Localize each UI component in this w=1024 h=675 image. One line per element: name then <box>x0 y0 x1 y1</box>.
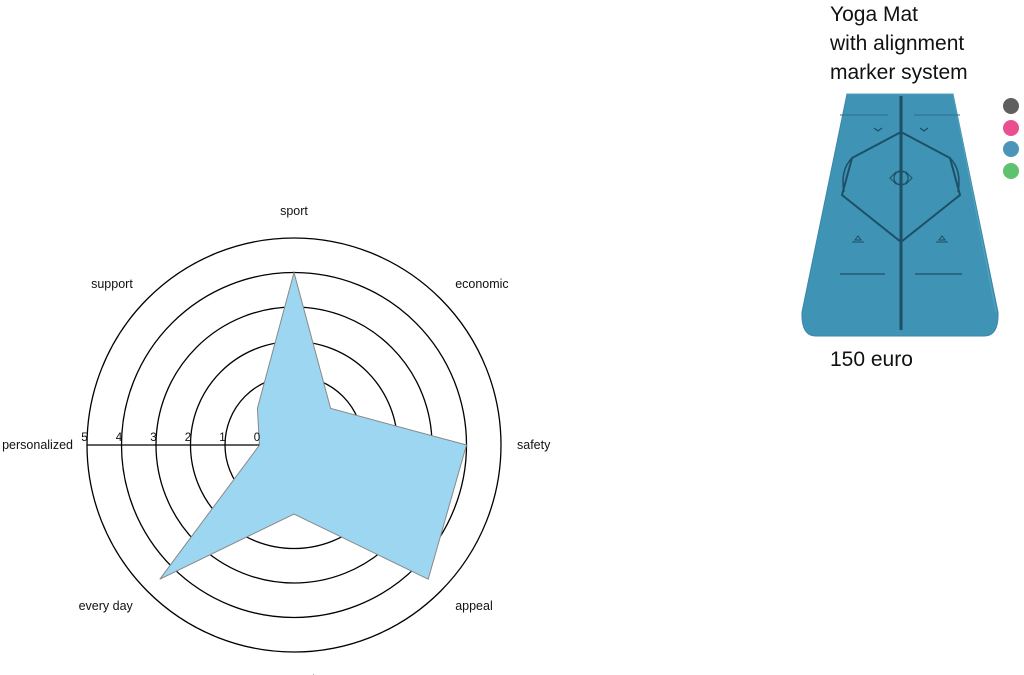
product-title-line: with alignment <box>830 32 965 55</box>
product-title: Yoga Mat with alignment marker system <box>830 0 1020 87</box>
axis-label-support: support <box>91 277 133 291</box>
yoga-mat-image <box>801 93 999 337</box>
swatch-dark-gray[interactable] <box>1003 98 1019 114</box>
product-title-line: Yoga Mat <box>830 3 918 26</box>
axis-label-pregnants: pregnants <box>266 672 322 675</box>
mat-edge <box>847 93 997 313</box>
axis-label-appeal: appeal <box>455 599 493 613</box>
swatch-blue[interactable] <box>1003 141 1019 157</box>
radar-chart: 0 1 2 3 4 5 sport economic safety appeal pregnant… <box>2 204 551 675</box>
radar-tick-labels: 0 1 2 3 4 5 <box>81 432 260 444</box>
swatch-pink[interactable] <box>1003 119 1019 136</box>
axis-label-sport: sport <box>280 204 308 218</box>
tick-label-2: 2 <box>185 432 191 444</box>
product-title-line: marker system <box>830 61 968 84</box>
tick-label-3: 3 <box>150 432 156 444</box>
swatch-green[interactable] <box>1003 162 1019 179</box>
axis-label-safety: safety <box>517 438 551 452</box>
tick-label-5: 5 <box>81 432 87 444</box>
radar-axis-labels: sport economic safety appeal pregnants every … <box>2 204 551 675</box>
tick-label-1: 1 <box>219 432 225 444</box>
series-area <box>159 270 468 580</box>
product-price: 150 euro <box>830 348 913 371</box>
color-swatches <box>1003 98 1019 184</box>
radar-series <box>159 270 468 580</box>
tick-label-0: 0 <box>254 432 260 444</box>
axis-label-personalized: personalized <box>2 438 73 452</box>
axis-label-every-day: every day <box>79 599 134 613</box>
axis-label-economic: economic <box>455 277 509 291</box>
tick-label-4: 4 <box>116 432 123 444</box>
